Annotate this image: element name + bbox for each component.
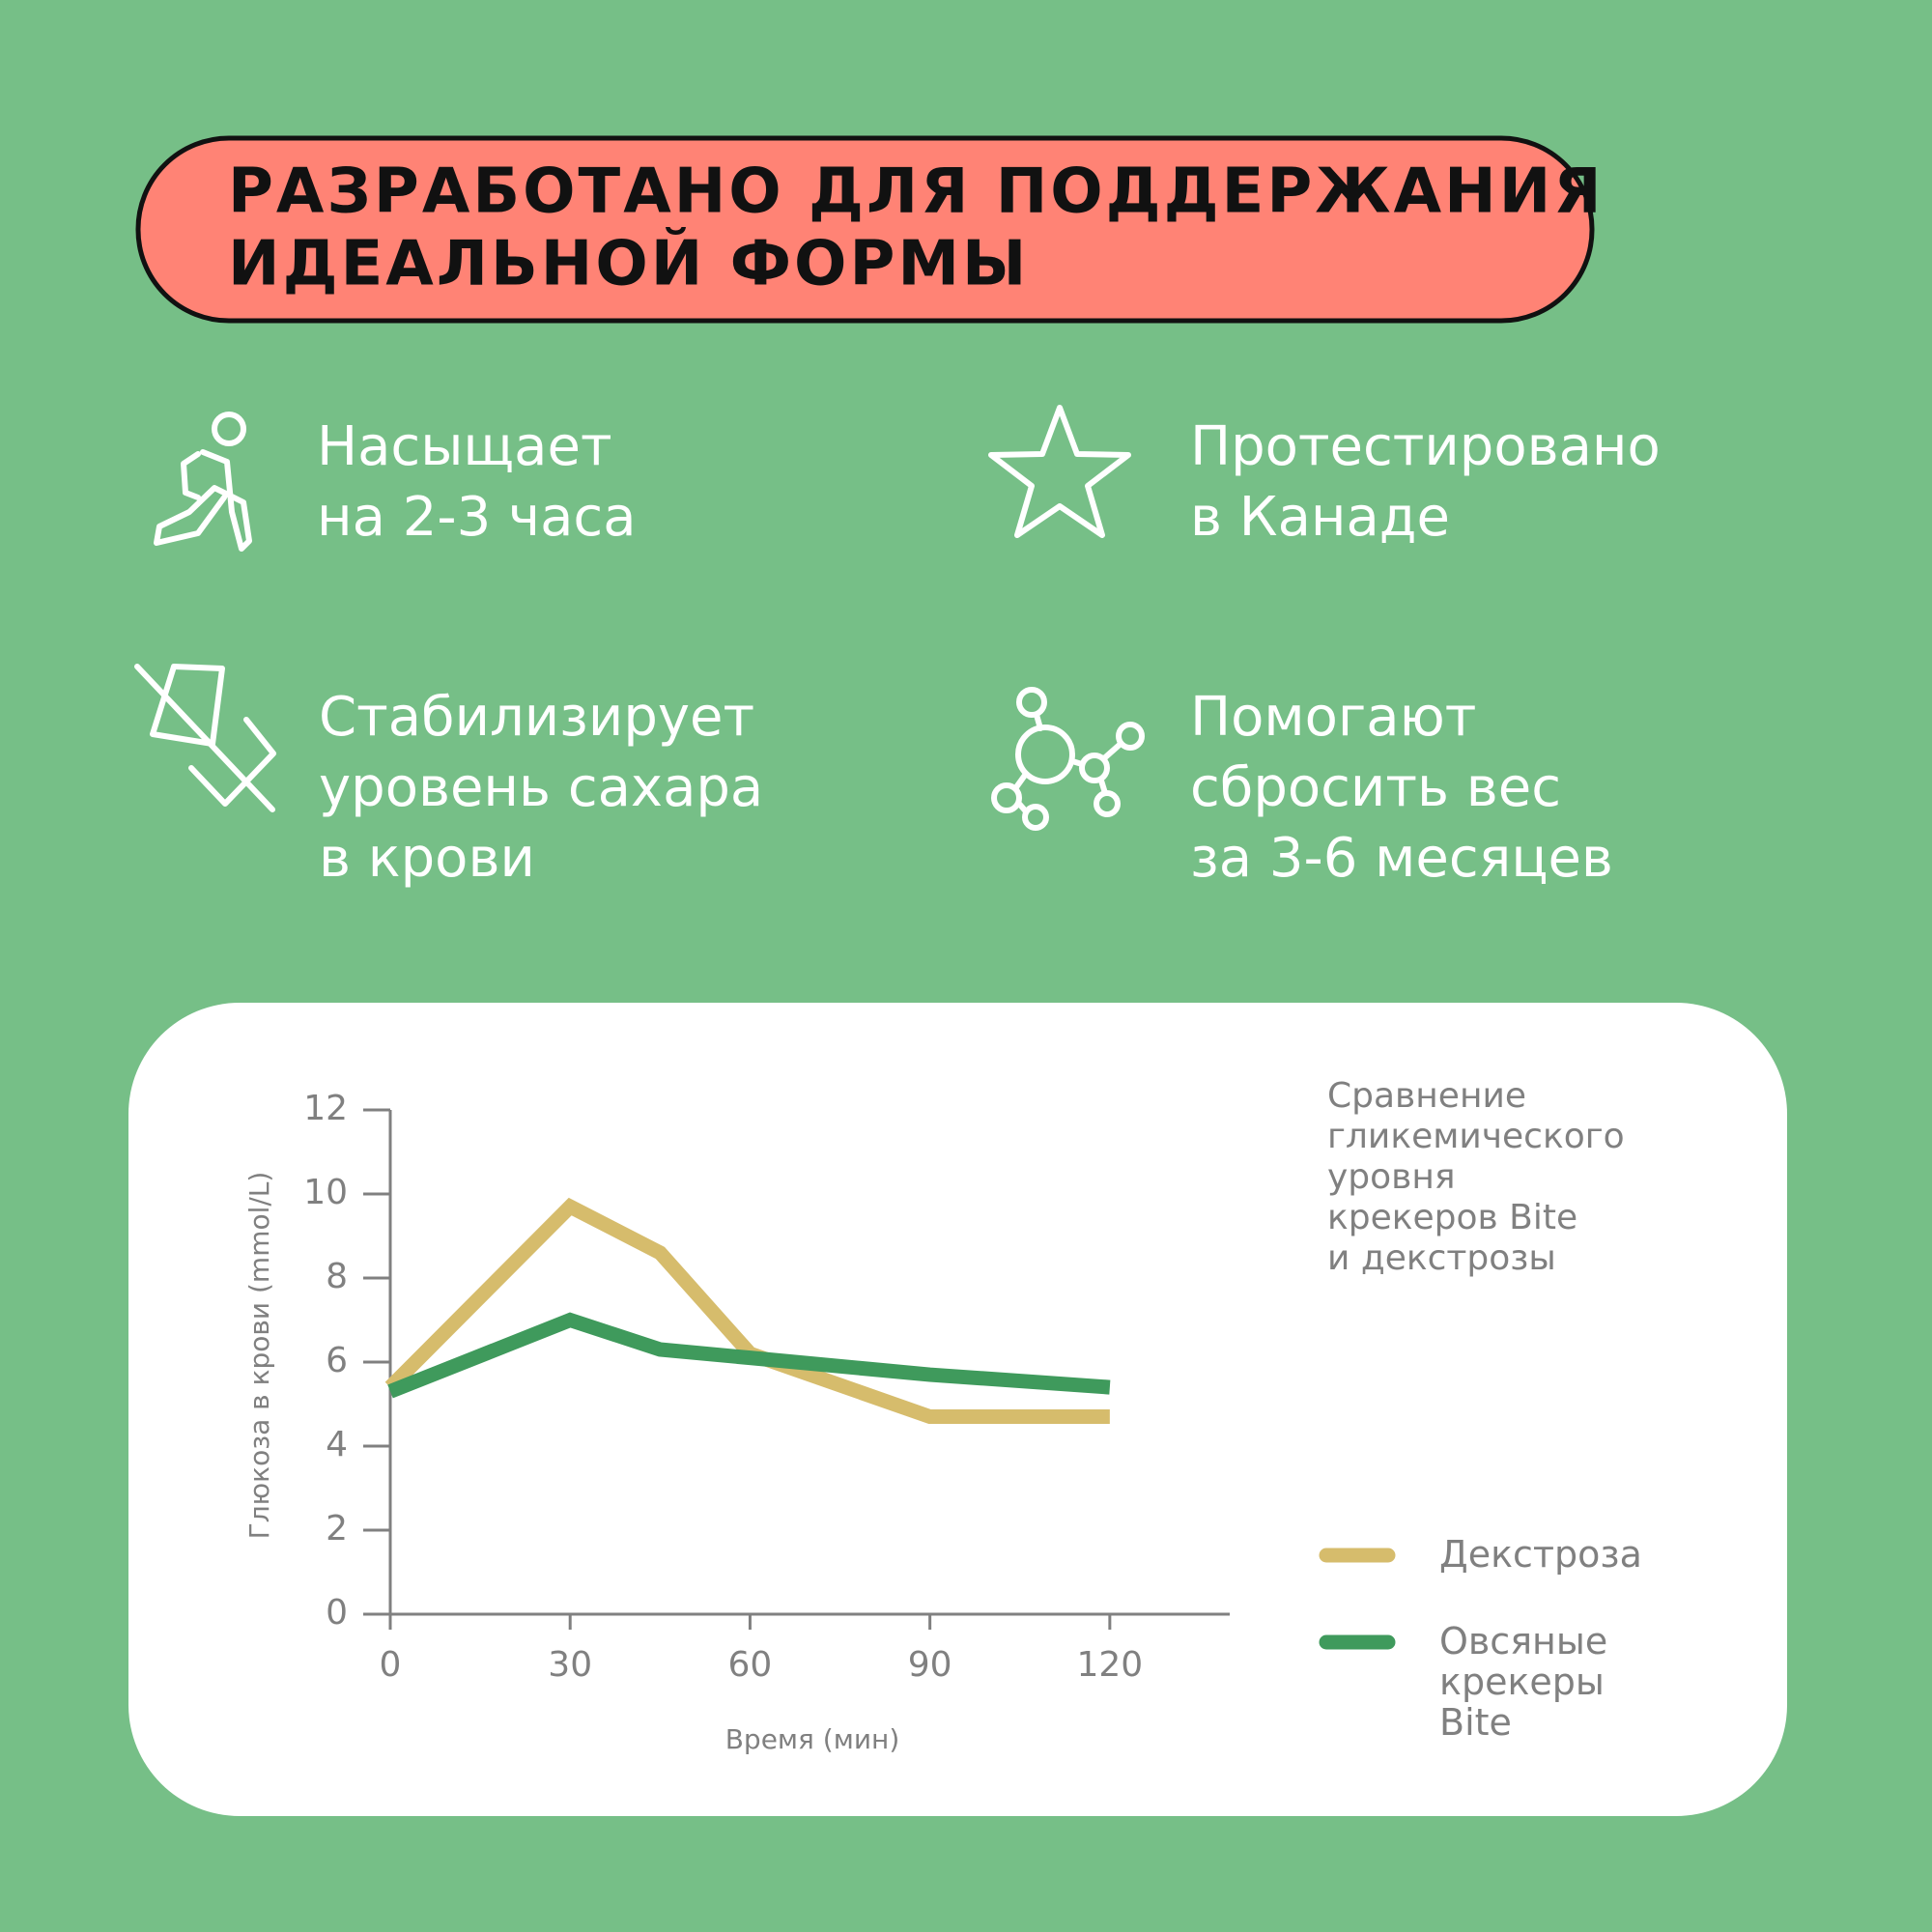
icon-person bbox=[154, 412, 252, 552]
legend-label: Декстроза bbox=[1439, 1533, 1642, 1576]
y-tick-label: 0 bbox=[326, 1593, 348, 1633]
chart-title: Сравнение bbox=[1327, 1076, 1526, 1116]
icon-molecule bbox=[991, 687, 1145, 831]
feature-text: в крови bbox=[319, 827, 535, 890]
x-tick-label: 60 bbox=[728, 1645, 773, 1685]
y-tick-label: 2 bbox=[326, 1509, 348, 1548]
feature-text: Насыщает bbox=[317, 415, 612, 478]
icon-crossed bbox=[134, 664, 276, 812]
chart-title: крекеров Bite bbox=[1327, 1198, 1577, 1237]
title-pill bbox=[135, 135, 1595, 324]
y-tick-label: 6 bbox=[326, 1341, 348, 1380]
feature-text: Протестировано bbox=[1190, 415, 1661, 478]
x-axis-label: Время (мин) bbox=[725, 1723, 900, 1755]
y-tick-label: 12 bbox=[303, 1089, 348, 1128]
series-line bbox=[387, 1312, 1111, 1399]
title-line: ИДЕАЛЬНОЙ ФОРМЫ bbox=[228, 227, 1029, 300]
x-tick-label: 90 bbox=[908, 1645, 952, 1685]
x-tick-label: 120 bbox=[1076, 1645, 1143, 1685]
chart-title: гликемического bbox=[1327, 1117, 1625, 1156]
y-tick-label: 10 bbox=[303, 1173, 348, 1212]
feature-text: Помогают bbox=[1190, 686, 1476, 749]
feature-text: на 2-3 часа bbox=[317, 486, 637, 549]
title-line: РАЗРАБОТАНО ДЛЯ ПОДДЕРЖАНИЯ bbox=[228, 156, 1605, 228]
icons bbox=[134, 405, 1145, 831]
series-line bbox=[384, 1197, 1110, 1425]
chart-title: и декстрозы bbox=[1327, 1238, 1556, 1278]
icon-star bbox=[988, 405, 1131, 538]
feature-text: за 3-6 месяцев bbox=[1190, 827, 1613, 890]
chart-title: уровня bbox=[1327, 1157, 1456, 1197]
feature-text: уровень сахара bbox=[319, 756, 763, 819]
x-tick-label: 0 bbox=[380, 1645, 402, 1685]
legend-label: Овсяные крекеры Bite bbox=[1439, 1620, 1608, 1744]
x-tick-label: 30 bbox=[548, 1645, 592, 1685]
y-tick-label: 8 bbox=[326, 1257, 348, 1296]
feature-text: Стабилизирует bbox=[319, 686, 754, 749]
feature-text: сбросить вес bbox=[1190, 756, 1561, 819]
feature-text: в Канаде bbox=[1190, 486, 1450, 549]
y-axis-label: Глюкоза в крови (mmol/L) bbox=[243, 1172, 275, 1540]
y-tick-label: 4 bbox=[326, 1425, 348, 1464]
